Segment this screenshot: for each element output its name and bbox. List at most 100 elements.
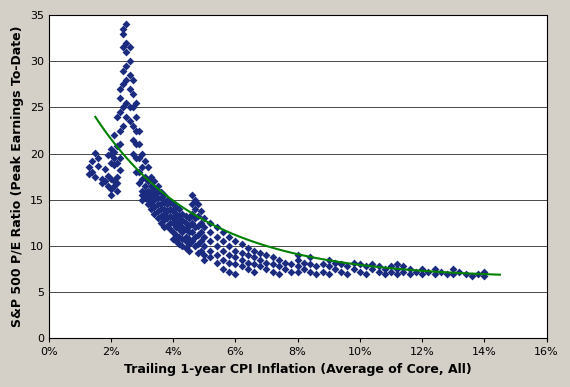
Point: [393, 261, 402, 267]
Point: [88, 169, 97, 175]
Point: [274, 263, 283, 269]
Point: [97, 180, 106, 186]
Point: [324, 263, 333, 269]
Point: [107, 175, 116, 182]
Point: [137, 192, 146, 198]
Point: [116, 109, 125, 115]
Point: [231, 247, 240, 253]
Point: [100, 166, 109, 173]
Point: [122, 114, 131, 120]
Point: [119, 104, 128, 111]
Point: [153, 208, 162, 214]
Point: [293, 257, 302, 263]
Point: [231, 261, 240, 267]
Point: [184, 247, 193, 253]
Point: [399, 269, 408, 275]
Point: [122, 63, 131, 69]
Point: [107, 160, 116, 166]
Point: [467, 272, 477, 279]
Point: [250, 254, 259, 260]
Point: [153, 201, 162, 207]
Point: [190, 224, 200, 231]
Point: [156, 189, 165, 195]
Point: [175, 234, 184, 240]
Point: [197, 238, 206, 245]
Point: [159, 224, 168, 231]
Point: [349, 260, 358, 266]
Point: [94, 155, 103, 161]
Point: [150, 211, 159, 217]
Point: [206, 254, 215, 260]
Point: [190, 206, 200, 212]
Point: [88, 158, 97, 164]
Point: [386, 263, 396, 269]
Point: [150, 197, 159, 203]
Point: [449, 266, 458, 272]
Point: [165, 226, 174, 233]
Point: [119, 123, 128, 129]
Point: [299, 266, 308, 272]
Point: [293, 269, 302, 275]
Point: [436, 269, 445, 275]
Point: [206, 220, 215, 226]
Point: [128, 104, 137, 111]
Point: [169, 208, 178, 214]
Point: [169, 235, 178, 241]
Point: [318, 269, 327, 275]
Point: [109, 155, 119, 161]
Point: [225, 252, 234, 258]
Point: [125, 86, 134, 92]
Point: [131, 127, 140, 134]
Point: [193, 213, 202, 219]
Point: [188, 211, 197, 217]
Point: [97, 176, 106, 183]
Point: [137, 176, 146, 183]
Point: [125, 72, 134, 78]
Point: [399, 263, 408, 269]
Point: [141, 158, 150, 164]
Point: [112, 180, 121, 186]
Point: [306, 254, 315, 260]
Point: [262, 252, 271, 258]
Point: [122, 100, 131, 106]
Point: [153, 195, 162, 201]
Point: [156, 220, 165, 226]
Point: [197, 229, 206, 235]
Point: [150, 204, 159, 210]
Point: [193, 223, 202, 229]
Point: [184, 229, 193, 235]
Point: [218, 238, 227, 245]
Point: [147, 195, 156, 201]
Point: [312, 263, 321, 269]
Point: [442, 271, 451, 277]
Point: [200, 252, 209, 258]
Point: [116, 95, 125, 101]
Point: [112, 188, 121, 195]
Point: [144, 164, 153, 171]
Point: [159, 192, 168, 198]
Point: [181, 213, 190, 219]
Point: [299, 260, 308, 266]
Point: [197, 208, 206, 214]
Point: [122, 40, 131, 46]
Point: [119, 26, 128, 32]
Point: [355, 261, 364, 267]
Point: [103, 183, 112, 189]
Point: [175, 220, 184, 226]
Point: [206, 247, 215, 253]
Point: [125, 104, 134, 111]
Point: [109, 183, 119, 189]
Point: [343, 271, 352, 277]
Point: [218, 229, 227, 235]
Point: [193, 241, 202, 247]
Point: [243, 252, 253, 258]
Point: [122, 49, 131, 55]
Point: [188, 238, 197, 245]
Point: [172, 232, 181, 238]
Point: [324, 257, 333, 263]
Point: [200, 243, 209, 249]
Point: [293, 263, 302, 269]
Point: [107, 186, 116, 192]
Point: [337, 261, 346, 267]
Point: [150, 186, 159, 192]
